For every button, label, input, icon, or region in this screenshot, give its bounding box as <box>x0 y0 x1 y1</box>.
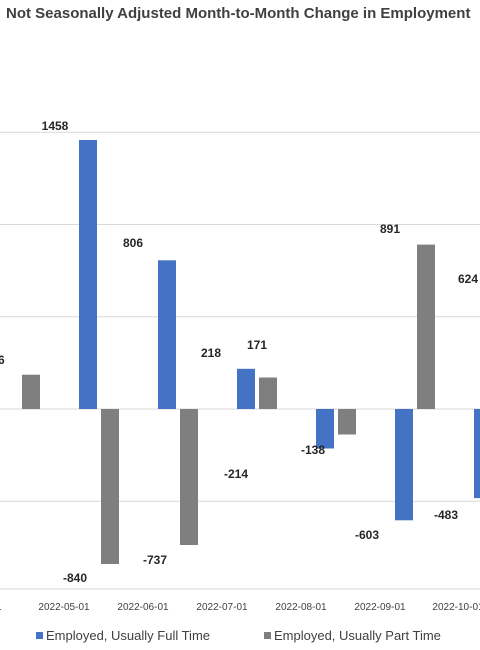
bar-part-time-2022-08-01 <box>338 409 356 435</box>
x-tick-2022-07-01: 2022-07-01 <box>196 602 248 613</box>
bar-full-time-2022-06-01 <box>158 260 176 409</box>
label-full-time-2022-06-01: 806 <box>123 236 143 250</box>
bar-part-time-2022-05-01 <box>101 409 119 564</box>
x-tick-2022-05-01: 2022-05-01 <box>38 602 90 613</box>
x-axis-ticks: 01 2022-05-01 2022-06-01 2022-07-01 2022-08-… <box>0 602 480 613</box>
x-tick-2022-06-01: 2022-06-01 <box>117 602 169 613</box>
bar-part-time-2022-09-01 <box>417 244 435 409</box>
data-labels: 1458 806 218 -214 -603 -483 36 -840 -737 171 -138 8… <box>0 119 478 585</box>
gridlines <box>0 131 480 590</box>
legend-swatch-part-time <box>264 632 271 639</box>
x-tick-2022-08-01: 2022-08-01 <box>275 602 327 613</box>
label-part-time-2022-09-01: 891 <box>380 222 400 236</box>
legend-swatch-full-time <box>36 632 43 639</box>
legend: Employed, Usually Full Time Employed, Us… <box>36 628 441 643</box>
bar-full-time-2022-08-01 <box>316 409 334 449</box>
label-full-time-2022-07-01: 218 <box>201 346 221 360</box>
label-part-time-2022-07-01: 171 <box>247 338 267 352</box>
legend-label-full-time: Employed, Usually Full Time <box>46 628 210 643</box>
x-tick-2022-09-01: 2022-09-01 <box>354 602 406 613</box>
label-part-time-2022-05-01: -840 <box>63 571 87 585</box>
label-part-time-2022-10-01: 624 <box>458 272 478 286</box>
label-part-time-2022-04-01: 36 <box>0 353 5 367</box>
x-tick-2022-10-01: 2022-10-01 <box>432 602 480 613</box>
bar-full-time-2022-09-01 <box>395 409 413 521</box>
x-tick-2022-04-01: 01 <box>0 602 2 613</box>
label-full-time-2022-05-01: 1458 <box>42 119 69 133</box>
bar-full-time-2022-05-01 <box>79 140 97 409</box>
bar-part-time-2022-06-01 <box>180 409 198 545</box>
label-full-time-2022-09-01: -603 <box>355 528 379 542</box>
bar-full-time-2022-07-01 <box>237 368 255 409</box>
bars <box>22 140 480 564</box>
bar-full-time-2022-10-01 <box>474 409 480 499</box>
label-full-time-2022-10-01: -483 <box>434 508 458 522</box>
bar-part-time-2022-04-01 <box>22 374 40 409</box>
label-part-time-2022-06-01: -737 <box>143 553 167 567</box>
label-part-time-2022-08-01: -138 <box>301 443 325 457</box>
label-full-time-2022-08-01: -214 <box>224 467 248 481</box>
bar-part-time-2022-07-01 <box>259 377 277 409</box>
chart-title: Not Seasonally Adjusted Month-to-Month C… <box>6 5 470 22</box>
legend-label-part-time: Employed, Usually Part Time <box>274 628 441 643</box>
